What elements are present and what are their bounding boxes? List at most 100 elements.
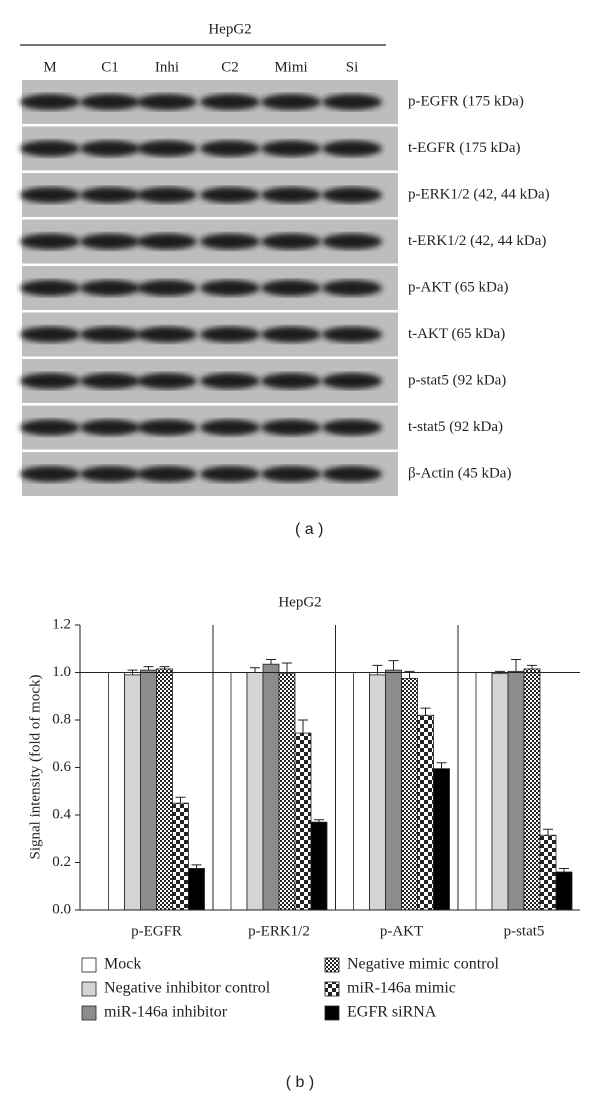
y-tick-label: 0.2 bbox=[52, 854, 71, 870]
legend-label: Negative inhibitor control bbox=[104, 980, 271, 997]
band bbox=[80, 233, 140, 250]
bar bbox=[523, 668, 541, 911]
band bbox=[137, 233, 197, 250]
y-tick-label: 0.0 bbox=[52, 901, 71, 917]
lane-label: C2 bbox=[221, 59, 239, 75]
bar bbox=[188, 868, 205, 911]
y-tick-label: 0.8 bbox=[52, 711, 71, 727]
bar bbox=[230, 672, 248, 911]
band bbox=[322, 373, 382, 389]
legend-swatch bbox=[81, 1005, 97, 1021]
band bbox=[261, 94, 321, 110]
bar bbox=[262, 663, 280, 911]
bar bbox=[417, 714, 434, 911]
band bbox=[137, 326, 197, 343]
band bbox=[322, 187, 382, 203]
y-tick-label: 0.4 bbox=[52, 806, 71, 822]
y-tick-label: 0.6 bbox=[52, 759, 71, 775]
band bbox=[80, 94, 140, 110]
bar bbox=[294, 732, 312, 911]
band bbox=[200, 280, 260, 296]
band bbox=[20, 419, 80, 436]
bar bbox=[369, 674, 386, 911]
band bbox=[80, 326, 140, 343]
error-bar bbox=[388, 660, 399, 671]
x-tick-label: p-AKT bbox=[380, 923, 423, 939]
band bbox=[137, 419, 197, 436]
band bbox=[322, 280, 382, 296]
band bbox=[200, 326, 260, 343]
bar bbox=[385, 669, 402, 911]
bar bbox=[246, 672, 264, 911]
bar bbox=[401, 678, 418, 911]
bar bbox=[539, 834, 557, 911]
band-label: p-stat5 (92 kDa) bbox=[408, 372, 506, 388]
band bbox=[261, 187, 321, 203]
band bbox=[137, 466, 197, 482]
band bbox=[261, 233, 321, 250]
band-label: t-stat5 (92 kDa) bbox=[408, 419, 503, 435]
bar bbox=[124, 674, 141, 911]
legend-swatch bbox=[324, 957, 340, 973]
panel-b-label: ( b ) bbox=[286, 1074, 314, 1091]
band bbox=[200, 233, 260, 250]
band bbox=[137, 140, 197, 157]
band bbox=[322, 140, 382, 157]
bar bbox=[156, 668, 173, 911]
error-bar bbox=[543, 828, 553, 836]
error-bar bbox=[372, 664, 383, 675]
band bbox=[200, 419, 260, 436]
bar bbox=[108, 672, 125, 911]
error-bar bbox=[191, 864, 202, 869]
band bbox=[20, 466, 80, 482]
band-label: β-Actin (45 kDa) bbox=[408, 465, 511, 481]
legend-label: Mock bbox=[104, 956, 141, 973]
band bbox=[322, 326, 382, 343]
band bbox=[200, 373, 260, 389]
band bbox=[322, 466, 382, 482]
error-bar bbox=[420, 707, 431, 716]
band bbox=[322, 94, 382, 110]
band-label: t-EGFR (175 kDa) bbox=[408, 140, 521, 156]
error-bar bbox=[314, 819, 324, 823]
band-label: t-ERK1/2 (42, 44 kDa) bbox=[408, 233, 546, 249]
y-axis-label: Signal intensity (fold of mock) bbox=[27, 675, 43, 860]
legend-label: miR-146a mimic bbox=[347, 980, 456, 997]
bar bbox=[555, 871, 573, 911]
y-tick-label: 1.2 bbox=[52, 616, 71, 632]
band bbox=[322, 419, 382, 436]
error-bar bbox=[250, 667, 260, 673]
band bbox=[200, 466, 260, 482]
y-tick-label: 1.0 bbox=[52, 664, 71, 680]
error-bar bbox=[559, 867, 569, 872]
blot-title: HepG2 bbox=[208, 21, 251, 37]
legend-swatch bbox=[324, 1005, 340, 1021]
band bbox=[261, 140, 321, 157]
bar bbox=[172, 802, 189, 911]
band-label: t-AKT (65 kDa) bbox=[408, 326, 505, 342]
band bbox=[200, 187, 260, 203]
lane-label: Si bbox=[346, 59, 359, 75]
band bbox=[20, 373, 80, 389]
band bbox=[261, 280, 321, 296]
error-bar bbox=[266, 658, 276, 665]
band bbox=[200, 140, 260, 157]
band bbox=[80, 187, 140, 203]
legend-label: Negative mimic control bbox=[347, 956, 500, 973]
legend-swatch bbox=[81, 957, 97, 973]
bar bbox=[140, 669, 157, 911]
bar bbox=[310, 821, 328, 911]
band bbox=[261, 419, 321, 436]
band bbox=[80, 373, 140, 389]
chart-title: HepG2 bbox=[278, 594, 321, 610]
band bbox=[20, 233, 80, 250]
band bbox=[261, 326, 321, 343]
legend-swatch bbox=[81, 981, 97, 997]
legend-label: miR-146a inhibitor bbox=[104, 1004, 228, 1021]
error-bar bbox=[159, 666, 170, 669]
band bbox=[20, 94, 80, 110]
lane-label: M bbox=[43, 59, 56, 75]
legend-label: EGFR siRNA bbox=[347, 1004, 437, 1021]
